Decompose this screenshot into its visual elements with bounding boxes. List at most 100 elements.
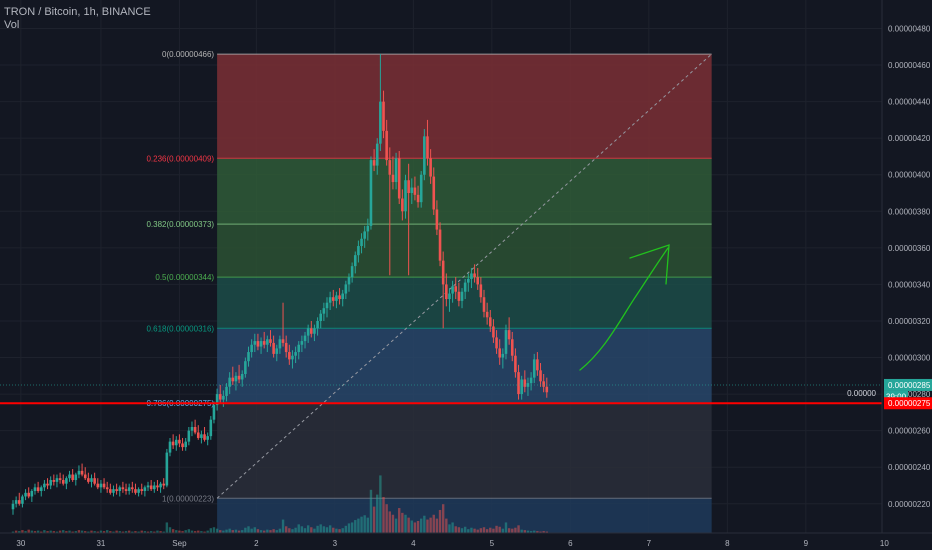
candle-body (87, 478, 90, 482)
candle-body (284, 342, 288, 353)
candle-body (11, 503, 15, 510)
volume-bar (492, 528, 495, 533)
candle-body (237, 375, 241, 380)
volume-bar (542, 531, 545, 533)
volume-bar (432, 514, 435, 533)
volume-bar (369, 489, 373, 533)
price-tick-label: 0.00000280 (888, 390, 931, 399)
price-tick-label: 0.00000300 (888, 354, 931, 363)
volume-bar (479, 528, 483, 533)
volume-bar (121, 531, 125, 533)
candle-body (473, 273, 476, 278)
candle-body (328, 297, 332, 303)
candle-body (184, 441, 187, 448)
volume-bar (325, 527, 329, 533)
candle-body (77, 470, 81, 475)
candle-body (244, 361, 247, 374)
candle-body (375, 143, 379, 166)
volume-bar (18, 531, 21, 533)
time-tick-label: Sep (172, 539, 187, 548)
volume-bar (341, 528, 344, 533)
candle-body (445, 284, 448, 300)
time-tick-label: 9 (804, 539, 809, 548)
candle-body (335, 295, 338, 301)
volume-bar (354, 520, 357, 533)
price-tick-label: 0.00000220 (888, 500, 931, 509)
volume-bar (322, 526, 326, 533)
volume-bar (234, 529, 238, 533)
candle-body (306, 328, 310, 336)
candle-body (291, 355, 294, 360)
fib-band (217, 224, 712, 278)
countdown-tag-bg (884, 390, 908, 402)
fib-level-label: 1(0.00000223) (162, 494, 214, 503)
candle-body (385, 130, 388, 161)
volume-bar (11, 531, 15, 533)
candle-body (482, 297, 486, 312)
volume-bar (372, 506, 376, 533)
candle-body (93, 478, 96, 484)
volume-bar (482, 527, 486, 533)
volume-bar (495, 525, 498, 533)
candle-body (485, 311, 489, 318)
hidden-price-tag: 0.00000 (847, 389, 876, 398)
volume-bar (306, 525, 310, 533)
candle-body (68, 474, 71, 479)
candle-body (43, 483, 46, 488)
volume-bar (36, 530, 40, 533)
volume-bar (335, 528, 338, 533)
candle-body (407, 180, 410, 194)
volume-bar (140, 530, 143, 533)
volume-bar (319, 524, 322, 533)
volume-indicator-label[interactable]: Vol (4, 19, 20, 31)
candle-body (30, 490, 34, 497)
volume-bar (520, 529, 523, 533)
volume-bar (363, 515, 366, 533)
volume-bar (360, 516, 363, 533)
candle-body (325, 302, 329, 309)
volume-bar (80, 530, 84, 533)
volume-bar (134, 531, 137, 533)
volume-bar (407, 517, 410, 533)
chart-header: TRON / Bitcoin, 1h, BINANCE Vol (4, 6, 151, 32)
volume-bar (193, 531, 197, 533)
candle-body (27, 492, 30, 497)
volume-bar (316, 525, 319, 533)
volume-bar (454, 526, 457, 533)
volume-bar (171, 529, 175, 533)
candle-body (476, 277, 480, 285)
candle-body (46, 483, 49, 486)
symbol-title[interactable]: TRON / Bitcoin, 1h, BINANCE (4, 6, 151, 18)
fib-band (217, 54, 712, 159)
volume-bar (545, 531, 548, 533)
volume-bar (87, 531, 90, 533)
candle-body (174, 439, 178, 446)
candle-body (134, 489, 137, 493)
volume-bar (476, 529, 479, 533)
candle-body (105, 487, 109, 490)
candle-body (526, 383, 530, 387)
candle-body (231, 377, 235, 382)
time-axis-background (0, 533, 932, 550)
candle-body (532, 359, 536, 378)
volume-bar (423, 515, 426, 533)
volume-bar (473, 528, 476, 533)
volume-bar (357, 518, 360, 533)
candle-body (310, 328, 313, 334)
volume-bar (241, 530, 244, 533)
candle-body (118, 487, 122, 491)
volume-bar (165, 522, 169, 533)
volume-bar (71, 531, 74, 533)
candle-body (109, 489, 112, 493)
candle-body (96, 483, 100, 488)
volume-bar (143, 531, 147, 533)
candle-body (460, 291, 464, 301)
volume-bar (159, 531, 162, 533)
candle-body (49, 480, 52, 486)
volume-bar (244, 527, 247, 533)
candle-body (146, 485, 150, 488)
volume-bar (127, 530, 131, 533)
volume-bar (429, 517, 432, 533)
volume-bar (137, 531, 140, 533)
